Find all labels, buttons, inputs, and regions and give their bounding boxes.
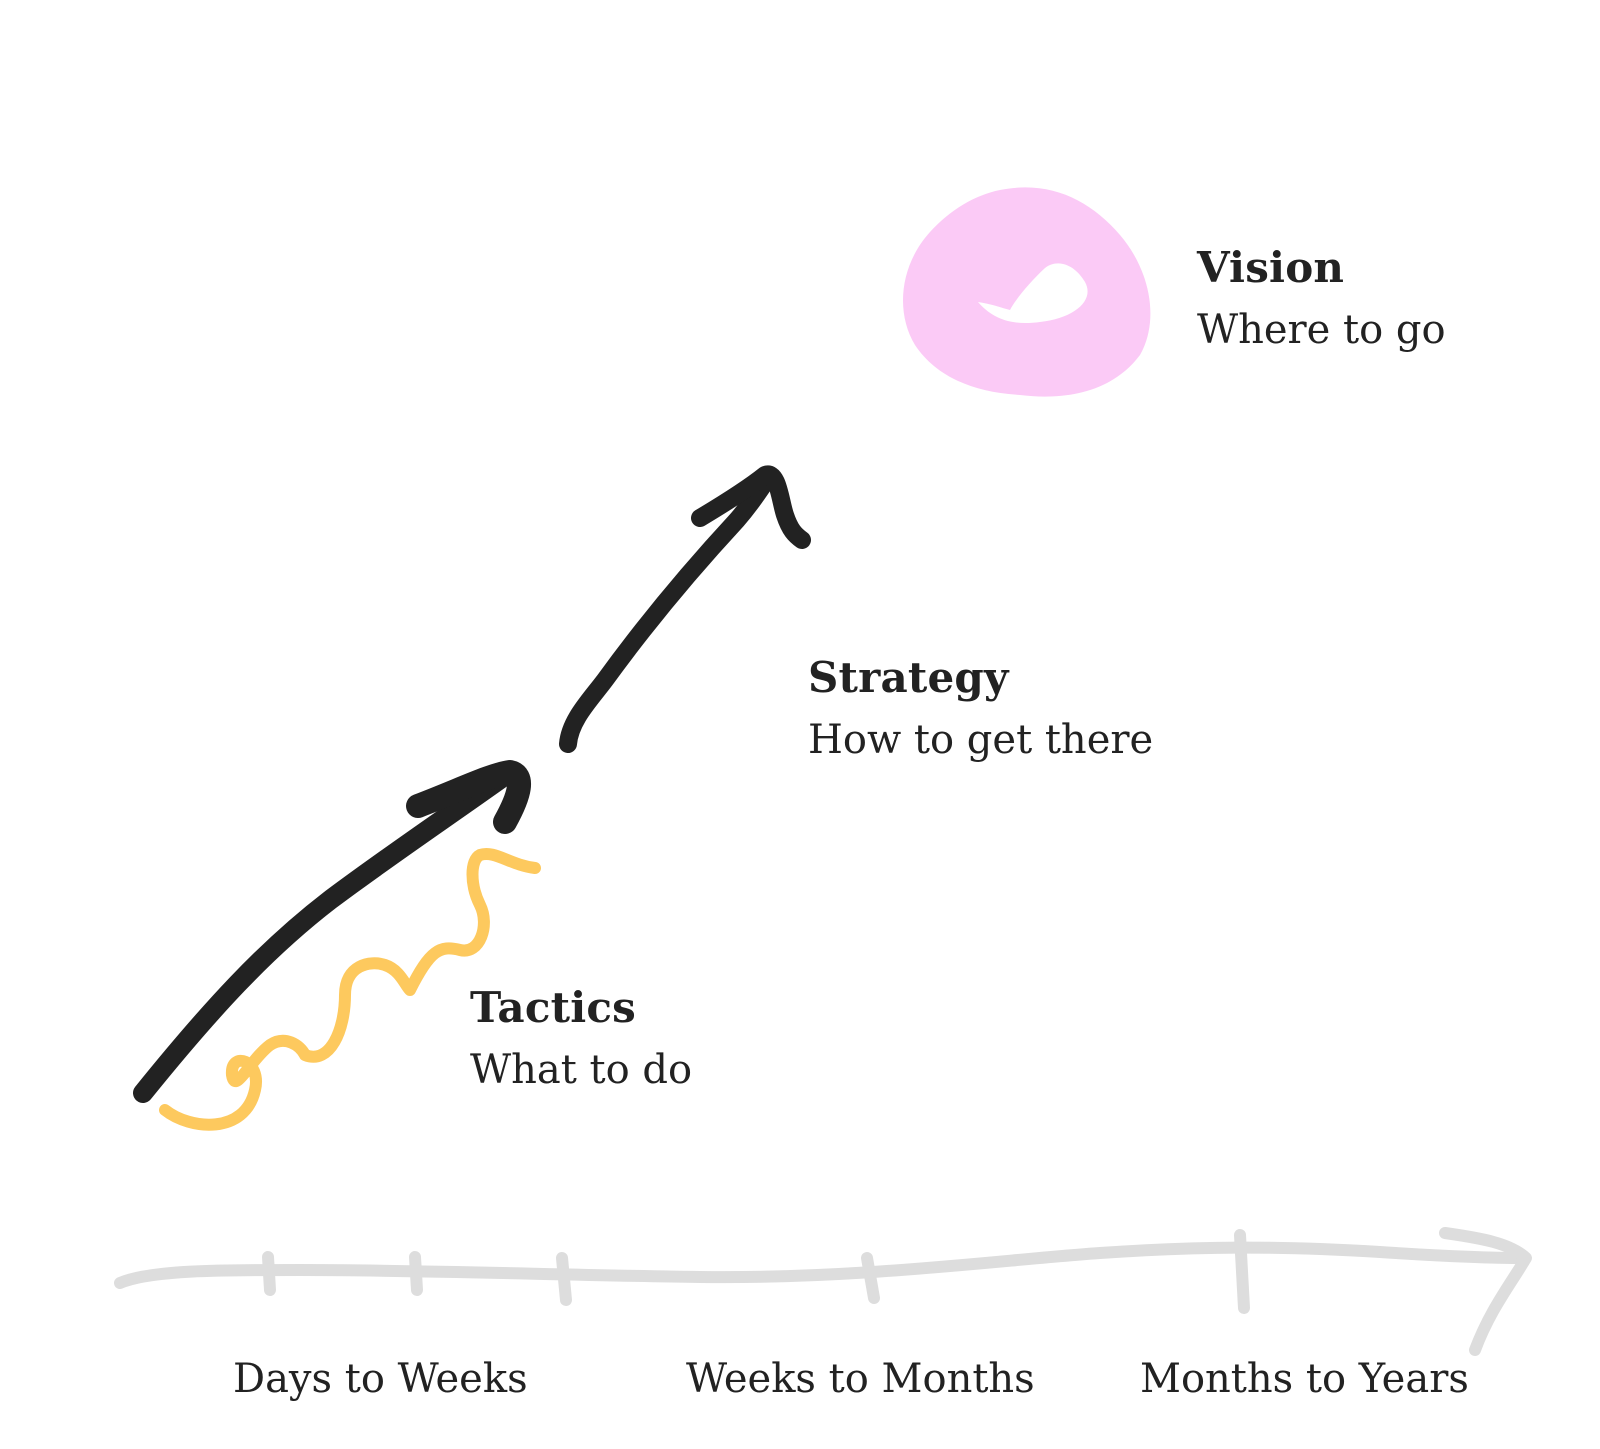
strategy-label: Strategy How to get there [808, 652, 1153, 765]
timeline-tick [861, 1252, 880, 1304]
vision-title: Vision [1197, 243, 1345, 292]
strategy-arrow [559, 465, 811, 753]
timeline-arrowhead [1439, 1227, 1532, 1356]
strategy-title: Strategy [808, 653, 1009, 702]
vision-subtitle: Where to go [1197, 306, 1446, 353]
tactics-title: Tactics [470, 983, 636, 1032]
tactics-arrow-shaft [133, 762, 520, 1103]
timeline-axis [114, 1227, 1532, 1356]
timeline-tick [409, 1251, 423, 1296]
vision-goal-icon [903, 187, 1151, 397]
tactics-arrowhead [406, 760, 532, 834]
strategy-subtitle: How to get there [808, 716, 1154, 763]
vision-label: Vision Where to go [1197, 242, 1446, 355]
timeline-tick [1234, 1229, 1250, 1314]
timeline-tick [262, 1251, 276, 1296]
timeline-line [114, 1241, 1531, 1289]
strategy-arrow-shaft [559, 466, 779, 753]
timeline-label-days-to-weeks: Days to Weeks [233, 1356, 528, 1402]
timeline-tick [556, 1252, 572, 1306]
vision-blob [903, 187, 1151, 397]
tactics-subtitle: What to do [470, 1046, 693, 1093]
strategy-arrowhead [691, 465, 811, 549]
timeline-label-months-to-years: Months to Years [1140, 1356, 1469, 1402]
tactics-label: Tactics What to do [470, 982, 692, 1095]
tactics-arrow [133, 760, 532, 1103]
timeline-label-weeks-to-months: Weeks to Months [686, 1356, 1035, 1402]
tactics-squiggle [159, 848, 541, 1131]
